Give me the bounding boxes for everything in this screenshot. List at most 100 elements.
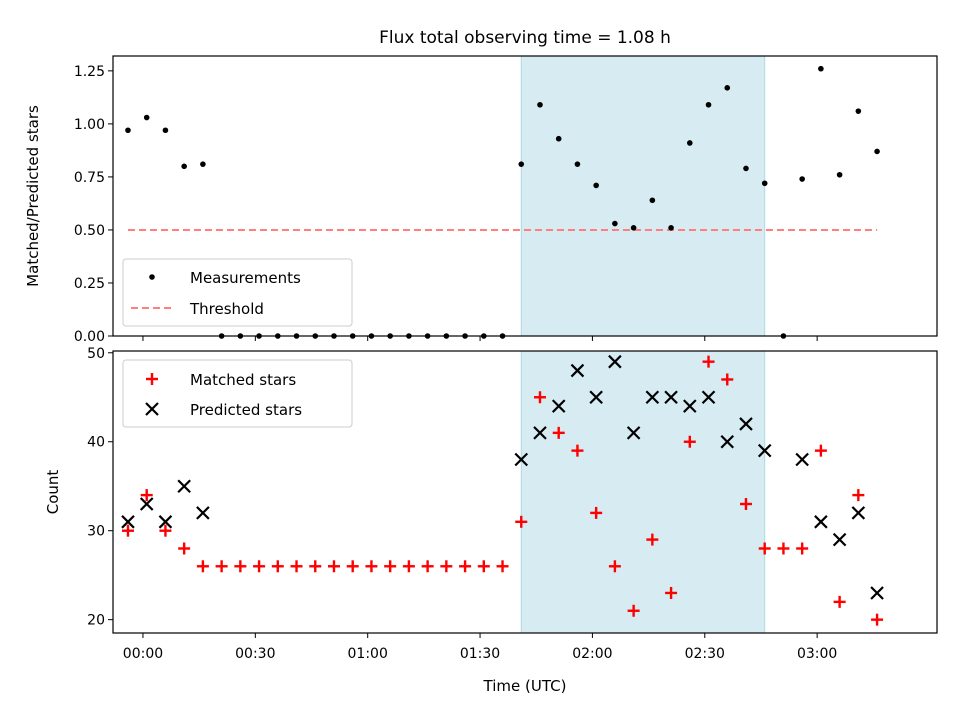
matched-star-point bbox=[796, 542, 809, 555]
matched-star-point bbox=[702, 355, 715, 368]
predicted-star-point bbox=[701, 390, 716, 405]
measurement-point bbox=[724, 85, 731, 91]
bottom-y-ticks: 20 30 40 50 bbox=[87, 346, 113, 629]
measurement-point bbox=[668, 225, 674, 231]
measurement-point bbox=[818, 65, 824, 72]
predicted-star-point bbox=[177, 479, 191, 493]
y-tick-label: 1.00 bbox=[74, 117, 105, 133]
measurement-point bbox=[649, 197, 656, 204]
predicted-star-point bbox=[589, 390, 603, 405]
legend-marker-predicted bbox=[145, 402, 159, 416]
matched-star-point bbox=[777, 542, 790, 555]
measurement-point bbox=[705, 101, 712, 108]
predicted-star-point bbox=[757, 443, 772, 458]
measurement-point bbox=[593, 182, 599, 189]
y-tick-label: 20 bbox=[87, 613, 105, 629]
matched-star-point bbox=[159, 524, 172, 537]
matched-star-point bbox=[253, 560, 266, 573]
matched-star-point bbox=[234, 560, 247, 573]
matched-star-point bbox=[852, 489, 865, 502]
x-tick-label: 01:00 bbox=[348, 646, 388, 662]
predicted-star-point bbox=[158, 515, 173, 529]
predicted-star-point bbox=[739, 417, 753, 431]
matched-star-point bbox=[459, 560, 472, 573]
matched-star-point bbox=[871, 613, 884, 626]
y-tick-label: 0.00 bbox=[74, 329, 105, 345]
legend-label-matched: Matched stars bbox=[190, 371, 296, 389]
matched-star-point bbox=[384, 560, 397, 573]
predicted-star-point bbox=[626, 426, 641, 440]
matched-star-point bbox=[646, 533, 659, 546]
measurement-point bbox=[574, 161, 581, 167]
x-tick-label: 01:30 bbox=[460, 646, 500, 662]
bottom-legend: Matched stars Predicted stars bbox=[122, 359, 353, 428]
measurement-point bbox=[761, 180, 768, 187]
x-tick-label: 03:00 bbox=[797, 646, 837, 662]
chart-title: Flux total observing time = 1.08 h bbox=[379, 28, 671, 48]
measurement-point bbox=[200, 161, 206, 167]
matched-star-point bbox=[290, 560, 303, 573]
matched-star-point bbox=[178, 542, 191, 555]
measurement-point bbox=[143, 114, 150, 121]
matched-star-point bbox=[571, 444, 584, 457]
matched-star-point bbox=[327, 560, 340, 573]
matched-star-point bbox=[721, 373, 734, 386]
y-tick-label: 40 bbox=[87, 435, 105, 451]
bottom-x-ticks: 00:00 00:30 01:00 01:30 02:00 02:30 03:00 bbox=[123, 633, 837, 662]
count-points bbox=[121, 354, 884, 626]
matched-star-point bbox=[739, 498, 752, 511]
x-tick-label: 00:00 bbox=[123, 646, 163, 662]
measurement-point bbox=[125, 127, 131, 134]
top-panel: 0.00 0.25 0.50 0.75 1.00 1.25 Matched/Predict… bbox=[24, 55, 938, 345]
predicted-star-point bbox=[608, 354, 622, 369]
y-tick-label: 0.25 bbox=[74, 276, 105, 292]
measurement-point bbox=[612, 220, 618, 227]
matched-star-point bbox=[346, 560, 359, 573]
matched-star-point bbox=[365, 560, 378, 573]
predicted-star-point bbox=[645, 390, 660, 405]
matched-star-point bbox=[421, 560, 434, 573]
predicted-star-point bbox=[851, 506, 866, 520]
top-shaded-span bbox=[520, 55, 766, 337]
predicted-star-point bbox=[683, 399, 697, 413]
matched-star-point bbox=[590, 506, 603, 519]
y-tick-label: 0.75 bbox=[74, 170, 105, 186]
bottom-plot-frame bbox=[112, 350, 938, 634]
matched-star-point bbox=[196, 560, 209, 573]
x-axis-label: Time (UTC) bbox=[483, 677, 567, 695]
matched-star-point bbox=[309, 560, 322, 573]
measurement-point bbox=[855, 108, 862, 114]
bottom-y-axis-label: Count bbox=[44, 470, 62, 515]
predicted-star-point bbox=[551, 399, 566, 413]
predicted-star-point bbox=[570, 363, 585, 378]
legend-label-predicted: Predicted stars bbox=[190, 401, 302, 419]
shaded-span-bottom bbox=[520, 350, 766, 634]
legend-marker-matched bbox=[146, 373, 158, 385]
x-tick-label: 02:30 bbox=[685, 646, 725, 662]
measurement-point bbox=[518, 161, 525, 167]
matched-star-point bbox=[121, 524, 134, 537]
top-legend: Measurements Threshold bbox=[122, 258, 353, 327]
y-tick-label: 30 bbox=[87, 524, 105, 540]
legend-label-measurements: Measurements bbox=[190, 269, 301, 287]
shaded-span-top bbox=[520, 55, 766, 337]
legend-marker-measurements bbox=[149, 274, 155, 280]
measurement-point bbox=[743, 165, 749, 172]
matched-star-point bbox=[533, 391, 546, 404]
measurement-point bbox=[799, 176, 805, 182]
matched-star-point bbox=[683, 435, 696, 448]
predicted-star-point bbox=[121, 515, 135, 529]
predicted-star-point bbox=[533, 426, 547, 440]
matched-star-point bbox=[402, 560, 415, 573]
predicted-star-point bbox=[720, 434, 735, 449]
measurement-point bbox=[836, 171, 843, 178]
matched-star-point bbox=[215, 560, 228, 573]
measurement-point bbox=[181, 163, 187, 170]
top-x-ticks bbox=[142, 336, 818, 341]
matched-star-point bbox=[552, 426, 565, 439]
matched-star-point bbox=[271, 560, 284, 573]
top-y-ticks: 0.00 0.25 0.50 0.75 1.00 1.25 bbox=[74, 64, 113, 345]
y-tick-label: 0.50 bbox=[74, 223, 105, 239]
